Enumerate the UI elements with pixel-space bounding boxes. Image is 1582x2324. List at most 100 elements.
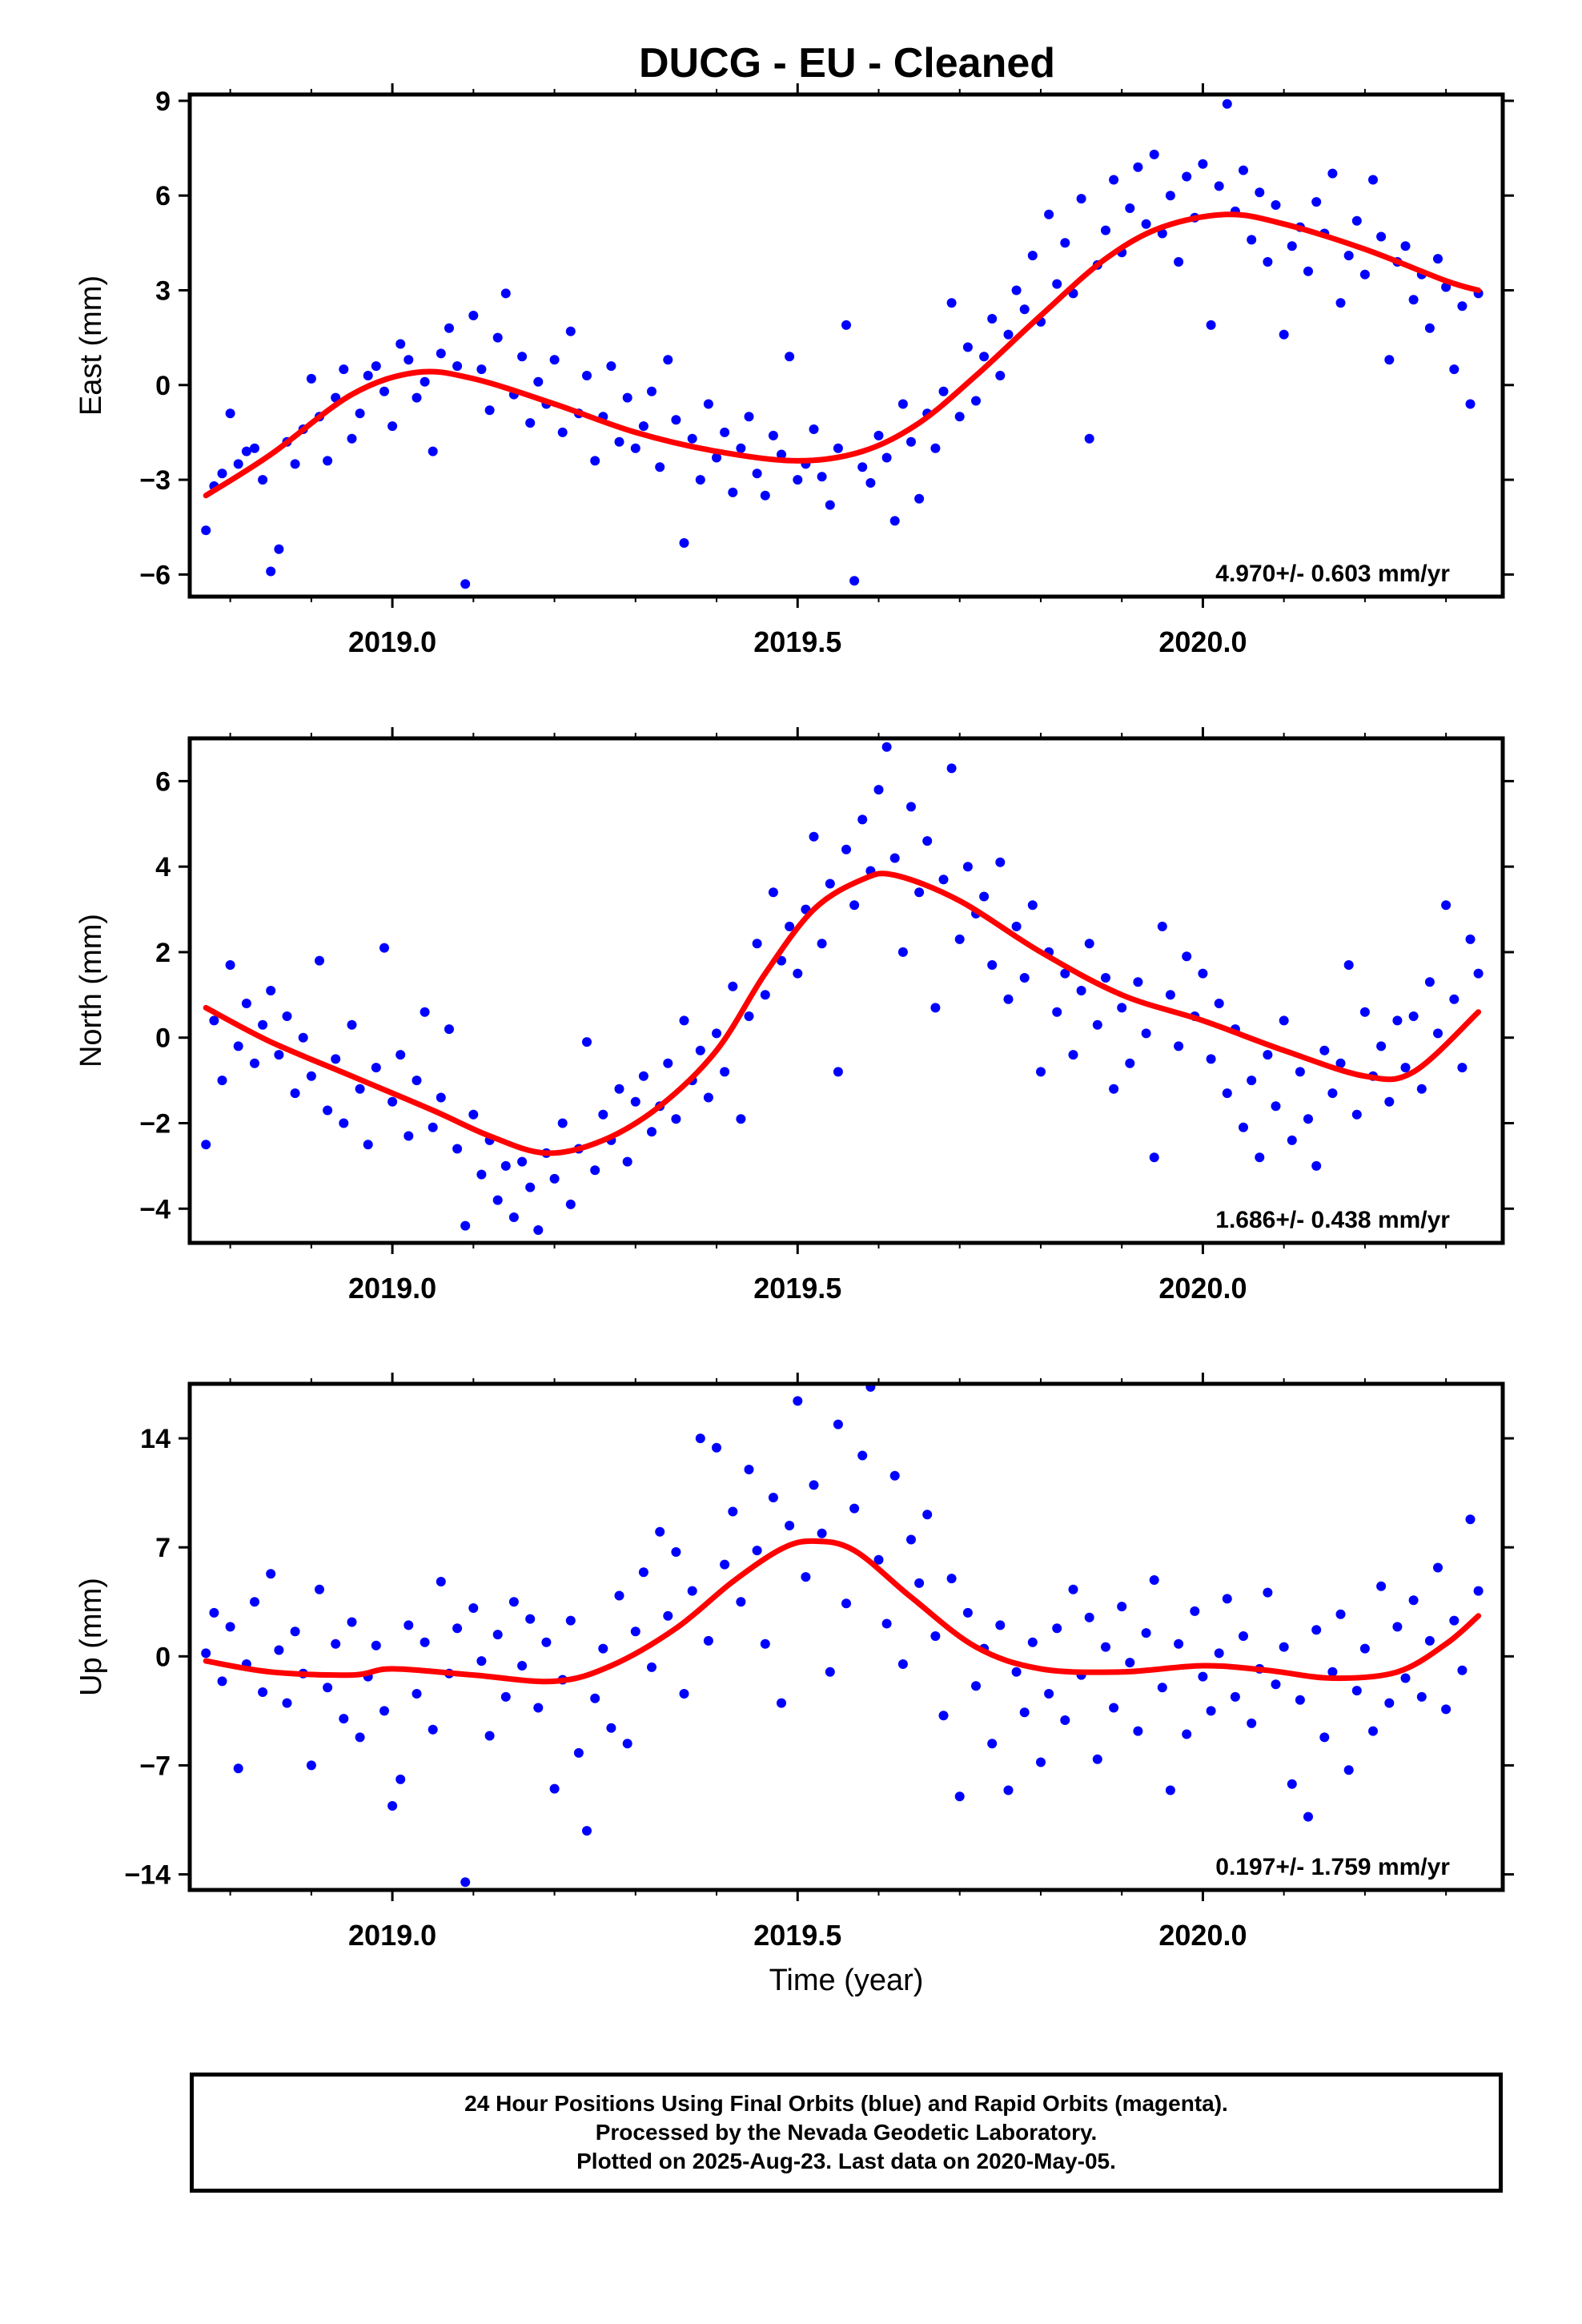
data-point <box>987 1739 998 1749</box>
data-point <box>266 1569 276 1579</box>
data-point <box>703 399 713 409</box>
data-point <box>549 1173 560 1184</box>
data-point <box>282 1698 292 1708</box>
data-point <box>1327 1088 1338 1099</box>
data-point <box>1376 1041 1387 1051</box>
data-point <box>647 1662 656 1672</box>
data-point <box>396 339 406 349</box>
data-point <box>1052 279 1062 289</box>
data-point <box>1392 1622 1403 1632</box>
data-point <box>525 1614 536 1624</box>
data-point <box>1465 399 1476 409</box>
data-point <box>404 355 414 365</box>
data-point <box>817 472 827 482</box>
footer-line-3: Plotted on 2025-Aug-23. Last data on 202… <box>576 2149 1116 2173</box>
data-point <box>914 1578 925 1588</box>
data-point <box>1003 994 1014 1004</box>
data-point <box>250 1597 259 1607</box>
data-point <box>1311 1160 1322 1171</box>
data-point <box>768 1493 778 1502</box>
x-tick-label: 2020.0 <box>1158 625 1247 658</box>
data-point <box>906 802 916 812</box>
data-point <box>1287 1135 1297 1145</box>
data-point <box>906 1534 916 1545</box>
data-point <box>1384 355 1395 365</box>
data-point <box>647 1127 656 1137</box>
data-point <box>241 446 251 456</box>
data-point <box>290 1088 300 1099</box>
data-point <box>1198 1671 1208 1682</box>
east-rate-label: 4.970+/- 0.603 mm/yr <box>1215 561 1450 587</box>
data-point <box>930 1631 941 1641</box>
data-point <box>606 1723 616 1733</box>
data-point <box>428 1122 438 1132</box>
data-point <box>1182 1729 1192 1739</box>
data-point <box>1052 1623 1062 1634</box>
data-point <box>306 1760 316 1771</box>
y-tick-label: 14 <box>140 1424 171 1454</box>
data-point <box>687 433 697 444</box>
data-point <box>436 1092 446 1103</box>
data-point <box>728 487 738 497</box>
data-point <box>1255 1152 1265 1163</box>
data-point <box>971 1681 981 1691</box>
data-point <box>533 1703 544 1713</box>
data-point <box>614 1590 624 1601</box>
data-point <box>598 1643 608 1654</box>
data-point <box>614 1084 624 1094</box>
y-tick-label: 6 <box>155 181 171 211</box>
data-point <box>1327 168 1338 179</box>
data-point <box>744 1465 754 1474</box>
data-point <box>914 493 925 504</box>
panels: −6 −3 0 3 6 9 2019.0 2019.5 2020.0 East (mm) 4.970… <box>74 83 1514 1952</box>
data-point <box>525 1182 536 1192</box>
data-point <box>1247 235 1257 245</box>
data-point <box>363 371 373 380</box>
north-fit-curve <box>203 870 1482 1156</box>
data-point <box>1279 1015 1289 1026</box>
data-point <box>809 831 819 842</box>
data-point <box>817 1528 827 1538</box>
data-point <box>1424 1635 1435 1646</box>
data-point <box>938 875 949 885</box>
data-point <box>1222 99 1232 109</box>
data-point <box>1101 973 1110 983</box>
data-point <box>622 392 632 403</box>
data-point <box>508 1212 519 1222</box>
data-point <box>809 1480 819 1490</box>
data-point <box>500 1160 511 1171</box>
data-point <box>315 955 324 966</box>
data-point <box>881 742 892 752</box>
data-point <box>785 352 795 362</box>
y-tick-label: 9 <box>155 86 171 117</box>
data-point <box>225 960 235 970</box>
data-point <box>1198 968 1208 979</box>
data-point <box>1068 1584 1078 1594</box>
data-point <box>1303 266 1313 276</box>
data-point <box>954 412 965 422</box>
data-point <box>1295 1067 1305 1077</box>
data-point <box>1133 977 1143 987</box>
data-point <box>873 785 884 795</box>
data-point <box>897 947 908 957</box>
data-point <box>736 1114 746 1124</box>
data-point <box>379 1706 389 1716</box>
data-point <box>1351 215 1362 226</box>
x-axis-label: Time (year) <box>769 1964 924 1997</box>
data-point <box>638 1071 648 1081</box>
footer-line-1: 24 Hour Positions Using Final Orbits (bl… <box>464 2091 1228 2116</box>
data-point <box>881 452 892 463</box>
data-point <box>452 361 463 372</box>
footer-line-2: Processed by the Nevada Geodetic Laborat… <box>595 2120 1098 2145</box>
data-point <box>1076 986 1086 995</box>
data-point <box>412 1076 422 1086</box>
data-point <box>1473 1586 1484 1596</box>
data-point <box>517 352 528 362</box>
footer-info-box: 24 Hour Positions Using Final Orbits (bl… <box>190 2073 1503 2193</box>
data-point <box>258 1687 268 1697</box>
data-point <box>573 1747 584 1758</box>
data-point <box>995 1620 1006 1630</box>
data-point <box>1359 1007 1370 1017</box>
data-point <box>801 1572 811 1582</box>
data-point <box>444 1024 454 1035</box>
